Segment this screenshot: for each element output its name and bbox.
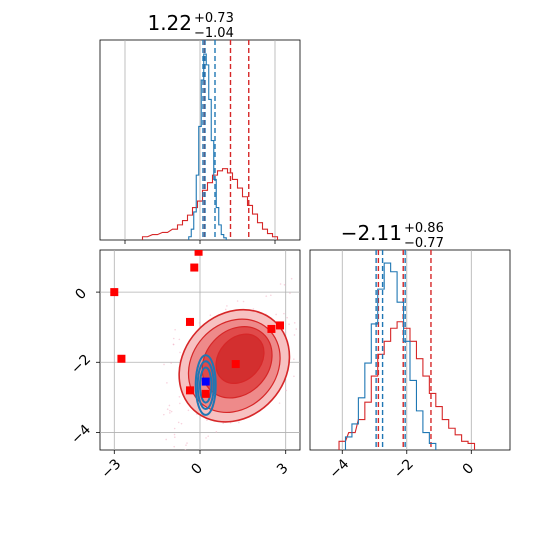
blue-contour-level (199, 366, 213, 404)
sample-point (174, 328, 176, 331)
contour-plot-area (100, 250, 300, 454)
red-marker (194, 250, 203, 256)
title-param2-value: −2.11 (341, 221, 402, 245)
sample-point (293, 375, 295, 378)
sample-point (198, 322, 201, 324)
sample-point (166, 408, 169, 410)
red-marker (110, 288, 119, 297)
sample-point (206, 419, 208, 421)
sample-point (242, 300, 245, 303)
sample-point (290, 277, 293, 280)
sample-point (285, 389, 288, 392)
sample-point (173, 436, 176, 438)
sample-point (169, 412, 171, 414)
red-marker (190, 263, 199, 272)
red-contour-level (215, 333, 265, 384)
red-marker (186, 386, 194, 395)
sample-point (177, 421, 180, 424)
histogram-panel-param2: −4 −2 0 −2.11 +0.86−0.77 (309, 221, 511, 482)
x-tick-label: 3 (274, 460, 292, 478)
sample-point (187, 409, 190, 412)
sample-point (284, 331, 287, 334)
sample-point (173, 427, 176, 430)
sample-point (173, 445, 176, 448)
sample-point (184, 449, 187, 450)
title-param2-upper: +0.86 (404, 221, 444, 236)
x-tick-label: 0 (188, 460, 206, 478)
histogram-series (344, 262, 437, 450)
red-marker (276, 321, 284, 330)
sample-point (173, 433, 176, 436)
sample-point (166, 382, 168, 384)
sample-point (169, 409, 171, 412)
sample-point (180, 422, 183, 425)
sample-point (172, 343, 175, 346)
sample-point (172, 337, 175, 340)
sample-point (226, 305, 228, 307)
sample-point (224, 308, 227, 311)
sample-point (165, 438, 168, 441)
sample-point (295, 328, 298, 330)
sample-point (278, 402, 281, 404)
histogram-series (141, 168, 279, 240)
sample-point (293, 334, 296, 336)
sample-point (185, 444, 187, 446)
histogram-panel-param1: 1.22 +0.73−1.04 (99, 11, 301, 244)
sample-point (163, 363, 165, 366)
title-param1-lower: −1.04 (194, 26, 234, 41)
sample-point (289, 292, 291, 295)
sample-point (288, 323, 290, 325)
title-param1-value: 1.22 (147, 11, 192, 35)
sample-point (178, 338, 181, 341)
title-param1-upper: +0.73 (194, 11, 234, 26)
x-tick-label: 0 (460, 460, 478, 478)
red-marker (186, 317, 194, 326)
sample-point (252, 308, 255, 310)
sample-point (270, 294, 272, 297)
y-tick-label: −4 (68, 422, 94, 448)
sample-point (173, 452, 175, 454)
sample-point (275, 313, 277, 316)
blue-marker (201, 377, 210, 386)
y-tick-label: 0 (72, 285, 90, 303)
sample-point (286, 316, 288, 319)
sample-point (209, 314, 212, 316)
sample-point (207, 435, 209, 437)
sample-point (179, 351, 181, 354)
sample-point (163, 413, 165, 416)
sample-point (222, 422, 225, 424)
sample-point (170, 362, 172, 364)
red-marker (117, 354, 126, 363)
title-param2-lower: −0.77 (404, 236, 444, 251)
y-tick-label: −2 (68, 351, 94, 377)
contour-panel: −3 0 3 0 −2 −4 (68, 249, 301, 482)
sample-point (205, 437, 207, 439)
blue-contour-level (196, 360, 215, 410)
sample-point (186, 442, 188, 444)
histogram-series (188, 53, 227, 240)
sample-point (238, 421, 240, 424)
sample-point (265, 295, 268, 297)
sample-point (215, 431, 218, 433)
x-tick-label: −3 (99, 456, 125, 482)
x-tick-label: −2 (391, 456, 417, 482)
sample-point (236, 300, 239, 302)
sample-point (179, 402, 181, 405)
red-marker (201, 389, 210, 398)
red-marker (267, 324, 276, 333)
sample-point (168, 404, 171, 407)
histogram-series (338, 321, 476, 450)
blue-contour-level (194, 354, 217, 416)
sample-point (178, 395, 181, 398)
sample-point (170, 410, 173, 413)
sample-point (293, 358, 295, 360)
sample-point (283, 312, 285, 315)
sample-point (293, 322, 296, 324)
x-tick-label: −4 (326, 456, 352, 482)
sample-point (283, 283, 286, 286)
red-marker (231, 360, 240, 369)
sample-point (279, 283, 282, 285)
